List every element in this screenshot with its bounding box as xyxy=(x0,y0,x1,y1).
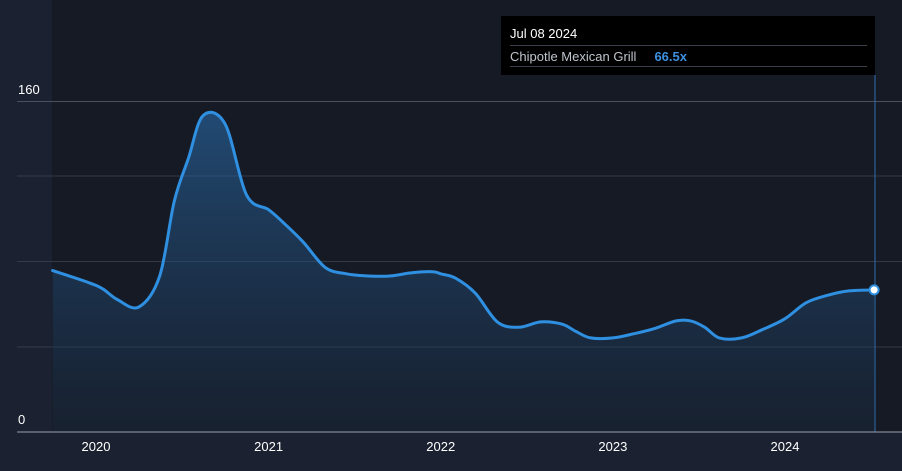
future-shade xyxy=(875,0,902,432)
y-tick-label: 160 xyxy=(18,82,40,97)
tooltip: Jul 08 2024 Chipotle Mexican Grill 66.5x xyxy=(501,16,875,75)
hover-marker xyxy=(868,284,880,296)
x-tick-label: 2020 xyxy=(82,439,111,454)
tooltip-value: 66.5x xyxy=(654,48,687,64)
area-fill xyxy=(52,112,875,433)
tooltip-date: Jul 08 2024 xyxy=(510,26,867,46)
x-tick-label: 2022 xyxy=(426,439,455,454)
x-tick-label: 2021 xyxy=(254,439,283,454)
x-tick-label: 2024 xyxy=(771,439,800,454)
tooltip-series-name: Chipotle Mexican Grill xyxy=(510,48,637,64)
series-line xyxy=(51,110,876,341)
x-tick-label: 2023 xyxy=(598,439,627,454)
tooltip-row: Chipotle Mexican Grill 66.5x xyxy=(510,46,867,67)
y-tick-label: 0 xyxy=(18,412,25,427)
